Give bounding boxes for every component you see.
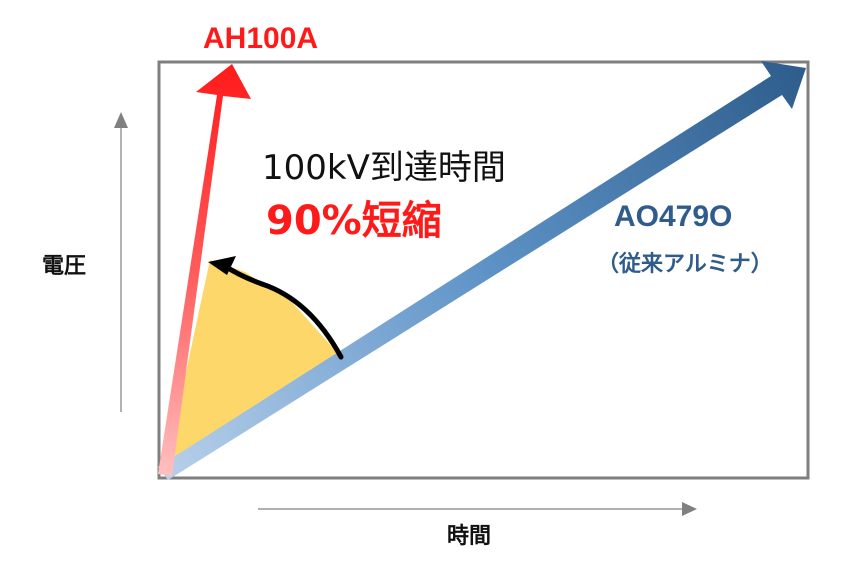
x-axis-label: 時間	[447, 524, 492, 549]
ao479o-note: （従来アルミナ）	[597, 252, 773, 277]
time-reduction-area	[165, 260, 340, 470]
reduction-curve-arrow	[208, 256, 344, 360]
time-metric-label: 100kV到達時間	[262, 148, 506, 188]
ao479o-arrow	[158, 61, 806, 480]
plot-frame	[157, 60, 810, 480]
y-axis-label: 電圧	[42, 254, 87, 279]
ah100a-arrow	[158, 64, 251, 476]
ao479o-label: AO479O	[614, 200, 733, 233]
reduction-label: 90%短縮	[266, 198, 442, 244]
ah100a-label: AH100A	[203, 22, 319, 55]
y-axis-arrow	[114, 112, 128, 412]
x-axis-arrow	[258, 502, 697, 516]
